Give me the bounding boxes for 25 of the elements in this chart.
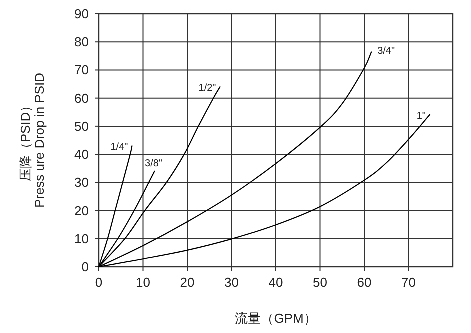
series-label: 3/4" (378, 46, 396, 58)
y-tick-label: 60 (74, 90, 89, 106)
y-axis-title: 压降（PSID） Press ure Drop in PSID (18, 72, 47, 208)
y-tick-label: 10 (74, 231, 89, 246)
y-tick-label: 90 (74, 6, 89, 22)
x-axis-title: 流量（GPM） (235, 311, 317, 326)
series-label: 3/8" (145, 158, 163, 170)
y-tick-label: 50 (74, 118, 89, 134)
x-tick-label: 20 (180, 275, 195, 290)
x-tick-label: 30 (224, 275, 239, 290)
y-tick-label: 40 (74, 147, 89, 162)
x-tick-label: 70 (402, 275, 416, 290)
y-tick-label: 80 (74, 34, 89, 50)
series-label: 1/4" (110, 142, 129, 154)
y-tick-label: 70 (74, 62, 89, 78)
x-tick-label: 40 (268, 275, 284, 290)
x-tick-label: 0 (95, 275, 103, 290)
y-tick-label: 20 (74, 203, 89, 218)
y-tick-label: 30 (74, 175, 89, 190)
series-label: 1/2" (198, 83, 217, 94)
y-tick-label: 0 (82, 260, 89, 274)
x-tick-label: 10 (136, 275, 150, 290)
series-label: 1" (416, 110, 426, 122)
x-tick-label: 50 (313, 275, 328, 290)
x-tick-label: 60 (357, 275, 372, 290)
